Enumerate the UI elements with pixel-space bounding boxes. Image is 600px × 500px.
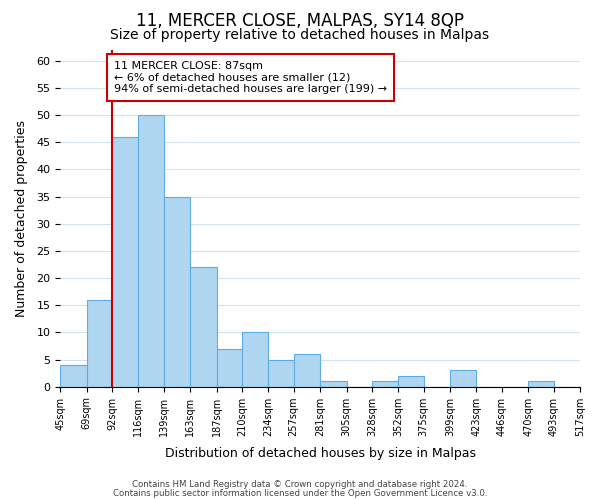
Text: Contains public sector information licensed under the Open Government Licence v3: Contains public sector information licen… <box>113 488 487 498</box>
Bar <box>528 381 554 386</box>
Bar <box>242 332 268 386</box>
Bar <box>60 365 86 386</box>
Text: Contains HM Land Registry data © Crown copyright and database right 2024.: Contains HM Land Registry data © Crown c… <box>132 480 468 489</box>
Bar <box>164 196 190 386</box>
Bar <box>450 370 476 386</box>
Bar <box>190 267 217 386</box>
Bar <box>268 360 293 386</box>
X-axis label: Distribution of detached houses by size in Malpas: Distribution of detached houses by size … <box>164 447 476 460</box>
Bar <box>372 381 398 386</box>
Bar <box>293 354 320 386</box>
Bar <box>112 137 139 386</box>
Y-axis label: Number of detached properties: Number of detached properties <box>15 120 28 317</box>
Bar <box>86 300 112 386</box>
Bar <box>217 348 242 387</box>
Text: Size of property relative to detached houses in Malpas: Size of property relative to detached ho… <box>110 28 490 42</box>
Bar <box>320 381 347 386</box>
Bar <box>398 376 424 386</box>
Text: 11, MERCER CLOSE, MALPAS, SY14 8QP: 11, MERCER CLOSE, MALPAS, SY14 8QP <box>136 12 464 30</box>
Bar <box>139 115 164 386</box>
Text: 11 MERCER CLOSE: 87sqm
← 6% of detached houses are smaller (12)
94% of semi-deta: 11 MERCER CLOSE: 87sqm ← 6% of detached … <box>114 61 387 94</box>
